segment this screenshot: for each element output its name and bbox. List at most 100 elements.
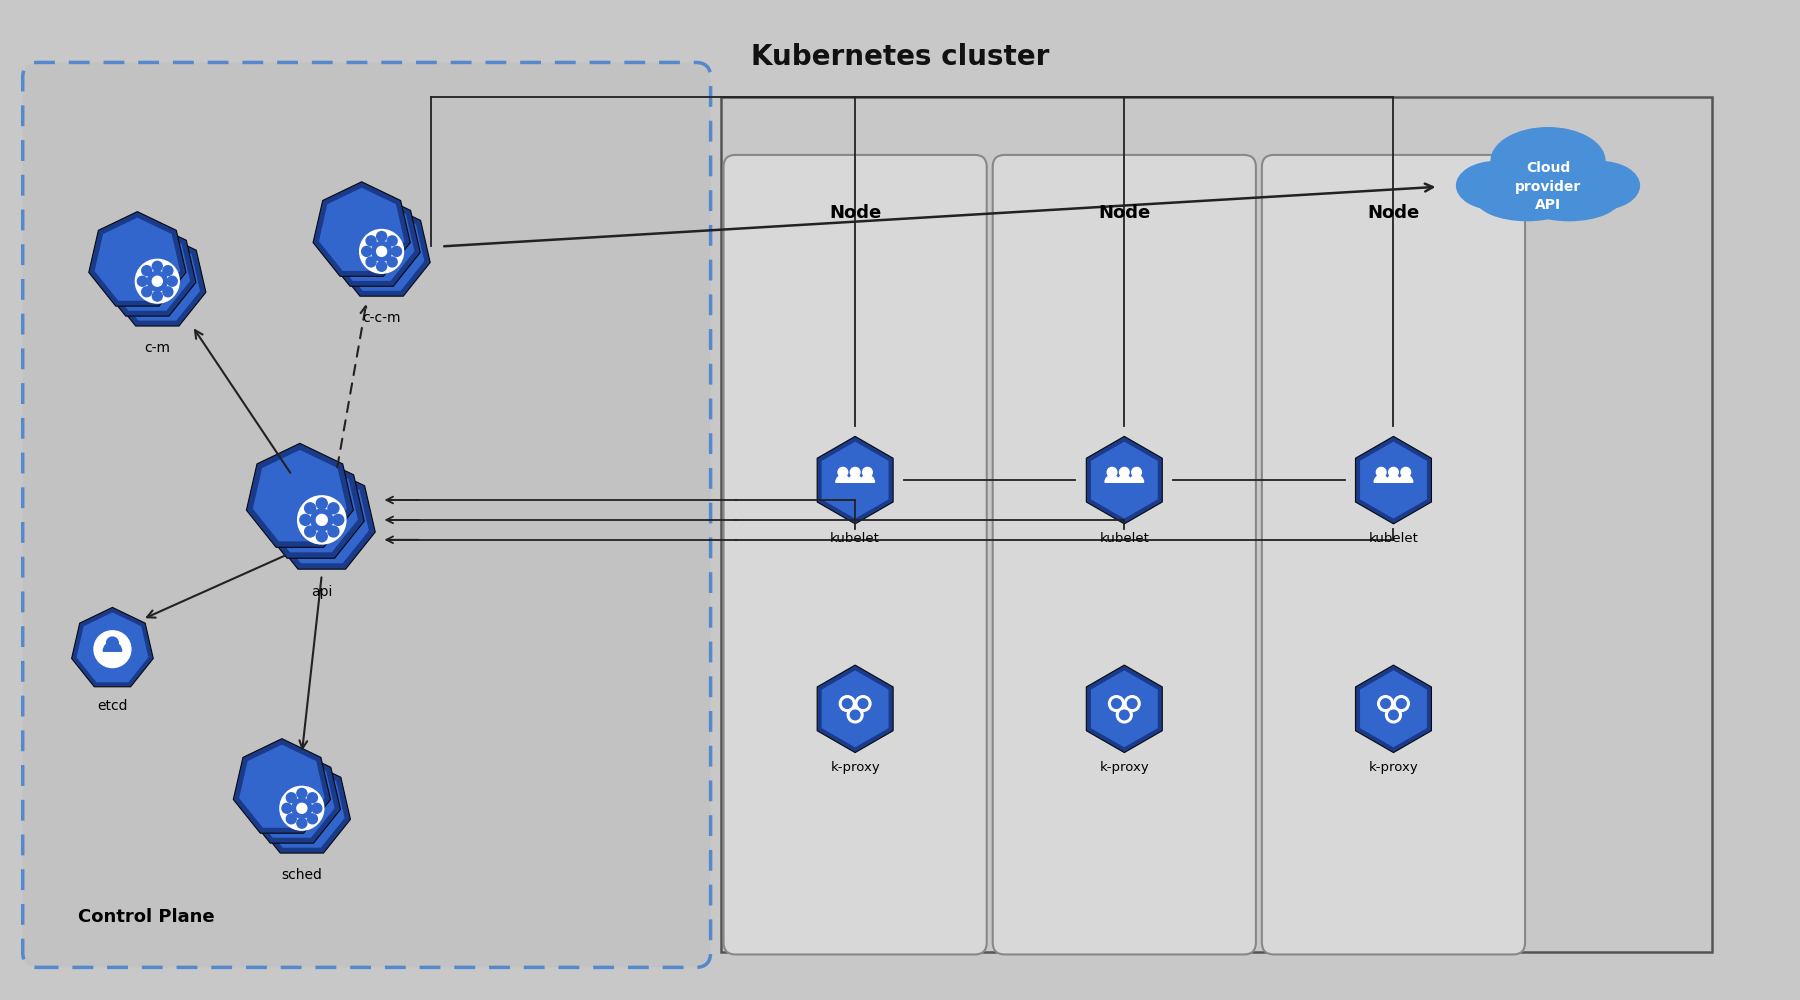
Wedge shape (1130, 475, 1143, 482)
Polygon shape (239, 745, 324, 828)
Polygon shape (265, 461, 358, 552)
Polygon shape (88, 212, 185, 306)
Circle shape (387, 236, 398, 246)
Circle shape (1116, 707, 1132, 723)
Polygon shape (1361, 442, 1427, 519)
Circle shape (304, 503, 315, 514)
Circle shape (1132, 467, 1141, 477)
Circle shape (167, 276, 176, 286)
Circle shape (142, 287, 151, 297)
Ellipse shape (1561, 161, 1640, 210)
Circle shape (297, 496, 346, 544)
Circle shape (148, 271, 167, 291)
Circle shape (308, 793, 317, 803)
Polygon shape (1355, 665, 1431, 753)
Text: c-c-m: c-c-m (362, 311, 401, 325)
Polygon shape (1091, 442, 1157, 519)
Circle shape (850, 710, 860, 720)
Circle shape (365, 257, 376, 267)
Polygon shape (275, 472, 369, 563)
Polygon shape (823, 442, 889, 519)
Circle shape (1120, 710, 1129, 720)
Polygon shape (1361, 670, 1427, 747)
Wedge shape (860, 475, 875, 482)
Circle shape (376, 246, 387, 256)
Circle shape (360, 230, 403, 273)
Text: Node: Node (1098, 204, 1150, 222)
Circle shape (153, 276, 162, 286)
Polygon shape (322, 192, 419, 286)
Circle shape (855, 696, 871, 711)
Circle shape (1125, 696, 1139, 711)
Polygon shape (243, 749, 340, 843)
Text: kubelet: kubelet (830, 532, 880, 545)
Polygon shape (259, 765, 344, 848)
Polygon shape (333, 202, 430, 296)
Polygon shape (823, 670, 889, 747)
Circle shape (94, 631, 131, 668)
Wedge shape (848, 475, 862, 482)
Text: api: api (311, 585, 333, 599)
Polygon shape (247, 443, 353, 547)
Circle shape (106, 637, 119, 649)
Circle shape (1112, 699, 1121, 708)
Circle shape (839, 696, 855, 711)
Text: etcd: etcd (97, 699, 128, 713)
Circle shape (286, 793, 297, 803)
Circle shape (297, 788, 306, 798)
Circle shape (328, 503, 338, 514)
Text: k-proxy: k-proxy (830, 761, 880, 774)
Polygon shape (108, 232, 205, 326)
Polygon shape (1087, 665, 1163, 753)
FancyBboxPatch shape (23, 62, 711, 967)
Polygon shape (257, 454, 364, 558)
Circle shape (1388, 710, 1399, 720)
Circle shape (292, 798, 311, 818)
Text: sched: sched (281, 868, 322, 882)
Circle shape (862, 467, 873, 477)
Circle shape (1377, 467, 1386, 477)
Circle shape (317, 514, 328, 525)
Circle shape (362, 246, 371, 256)
Circle shape (317, 531, 328, 542)
Text: kubelet: kubelet (1368, 532, 1418, 545)
Circle shape (301, 514, 311, 525)
Circle shape (311, 803, 322, 813)
Circle shape (297, 818, 306, 828)
Polygon shape (77, 612, 148, 682)
Text: k-proxy: k-proxy (1368, 761, 1418, 774)
Circle shape (311, 509, 333, 531)
Polygon shape (817, 436, 893, 524)
Text: Node: Node (1368, 204, 1420, 222)
Circle shape (317, 498, 328, 509)
Polygon shape (95, 218, 180, 301)
Circle shape (162, 266, 173, 276)
Wedge shape (1399, 475, 1413, 482)
Polygon shape (254, 759, 351, 853)
Wedge shape (1105, 475, 1120, 482)
Circle shape (1386, 707, 1402, 723)
FancyBboxPatch shape (994, 155, 1256, 954)
Polygon shape (1091, 670, 1157, 747)
Circle shape (135, 259, 180, 303)
Circle shape (1109, 696, 1125, 711)
Wedge shape (835, 475, 850, 482)
Circle shape (137, 276, 148, 286)
Circle shape (376, 261, 387, 271)
Polygon shape (234, 739, 331, 833)
Circle shape (286, 814, 297, 824)
Circle shape (142, 266, 151, 276)
Circle shape (153, 291, 162, 301)
Circle shape (365, 236, 376, 246)
Circle shape (371, 241, 392, 261)
Text: k-proxy: k-proxy (1100, 761, 1148, 774)
Polygon shape (268, 465, 374, 569)
Circle shape (153, 261, 162, 271)
Text: Control Plane: Control Plane (77, 908, 214, 926)
Polygon shape (72, 607, 153, 687)
Circle shape (283, 803, 292, 813)
Circle shape (842, 699, 851, 708)
Wedge shape (1118, 475, 1132, 482)
Ellipse shape (1517, 174, 1622, 221)
Circle shape (1120, 467, 1129, 477)
